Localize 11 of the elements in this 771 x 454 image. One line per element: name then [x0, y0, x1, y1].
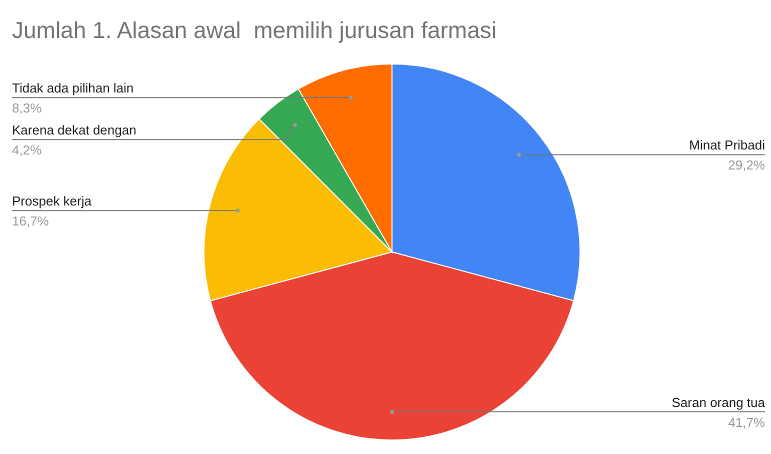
slice-label: Prospek kerja: [12, 194, 92, 209]
slice-label: Minat Pribadi: [689, 138, 766, 153]
slice-label: Karena dekat dengan: [12, 122, 136, 138]
data-label: 41,7%: [728, 414, 766, 430]
slice-label: Tidak ada pilihan lain: [12, 80, 134, 96]
data-label: 16,7%: [12, 214, 50, 229]
data-label: 8,3%: [12, 100, 42, 116]
data-label: 29,2%: [728, 158, 766, 173]
chart-title: Jumlah 1. Alasan awal memilih jurusan farmasi: [12, 17, 496, 43]
data-label: 4,2%: [12, 142, 42, 158]
slice-label: Saran orang tua: [672, 394, 766, 410]
